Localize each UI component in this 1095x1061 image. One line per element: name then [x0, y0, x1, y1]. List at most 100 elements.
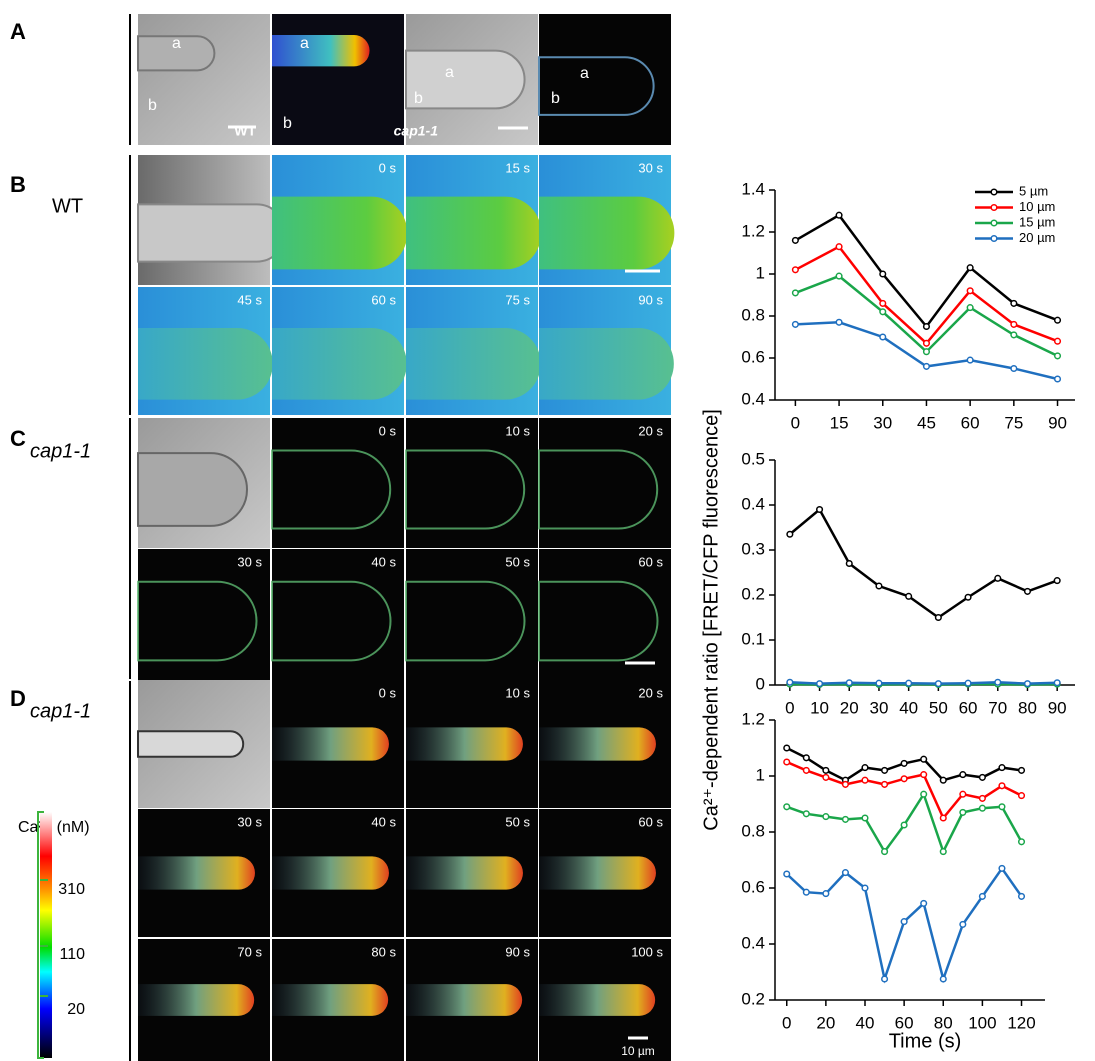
micrograph	[138, 809, 270, 937]
time-label: 40 s	[371, 814, 396, 829]
micrograph	[538, 418, 671, 548]
cell	[137, 203, 287, 263]
data-point	[1010, 364, 1018, 373]
time-label: 0 s	[379, 685, 397, 700]
data-point	[998, 764, 1006, 772]
x-tick-label: 0	[782, 1013, 791, 1032]
x-tick-label: 30	[869, 698, 888, 717]
data-point	[802, 766, 810, 774]
y-tick-label: 0	[756, 674, 765, 693]
time-label: 100 s	[631, 944, 663, 959]
micrograph	[539, 287, 674, 415]
data-point	[1023, 680, 1032, 688]
data-point	[934, 613, 942, 622]
data-point	[998, 782, 1006, 790]
cell	[406, 856, 523, 890]
data-point	[841, 780, 849, 788]
data-point	[835, 211, 843, 219]
time-label: 80 s	[371, 944, 396, 959]
micrograph	[405, 418, 538, 548]
y-tick-label: 0.6	[741, 347, 765, 366]
data-point	[959, 920, 967, 928]
data-point	[875, 582, 883, 590]
region-label: b	[551, 90, 560, 107]
data-point	[1053, 352, 1062, 360]
region-label: a	[580, 65, 589, 82]
colorbar: Ca²⁺ (nM) 310 110 20	[18, 811, 90, 1059]
time-label: 70 s	[237, 944, 262, 959]
data-point	[978, 773, 986, 781]
legend-marker	[990, 203, 998, 212]
cell	[406, 727, 523, 761]
image-bg	[272, 549, 404, 680]
time-label: 50 s	[505, 554, 530, 569]
data-point	[879, 270, 887, 278]
micrograph	[137, 418, 270, 548]
y-tick-label: 0.4	[741, 933, 765, 952]
data-point	[905, 679, 913, 687]
time-label: 20 s	[638, 685, 663, 700]
region-label: a	[172, 35, 181, 52]
genotype: cap1-1	[30, 700, 91, 722]
data-point	[966, 264, 974, 272]
data-point	[1053, 577, 1061, 585]
data-point	[861, 776, 869, 784]
data-point	[861, 814, 869, 822]
colorbar-tick-label: 110	[59, 946, 85, 963]
time-label: 0 s	[379, 160, 397, 175]
x-tick-label: 0	[785, 698, 794, 717]
cell	[271, 449, 392, 530]
micrograph	[272, 939, 404, 1061]
cell	[405, 449, 526, 530]
data-point	[861, 764, 869, 772]
image-bg	[272, 418, 404, 548]
micrograph	[272, 680, 404, 808]
cell	[538, 56, 655, 116]
data-point	[922, 348, 931, 356]
colorbar-tick-label: 310	[58, 881, 85, 898]
data-point	[922, 339, 931, 347]
micrograph	[406, 809, 538, 937]
y-tick-label: 0.2	[741, 584, 765, 603]
micrograph	[539, 155, 675, 285]
series-line	[789, 507, 1058, 620]
x-tick-label: 60	[895, 1013, 914, 1032]
x-tick-label: 10	[810, 698, 829, 717]
data-point	[791, 320, 799, 328]
cell	[272, 196, 408, 270]
data-point	[966, 356, 974, 364]
y-tick-label: 0.3	[741, 539, 765, 558]
data-point	[920, 899, 928, 907]
micrograph	[138, 287, 273, 415]
data-point	[802, 810, 810, 818]
micrograph	[272, 287, 407, 415]
time-label: 45 s	[237, 292, 262, 307]
cell	[137, 730, 245, 758]
micrograph	[538, 549, 671, 680]
data-point	[920, 755, 928, 763]
x-tick-label: 15	[830, 413, 849, 432]
panel-label: B	[10, 172, 26, 197]
micrograph: a b cap1-1	[394, 14, 538, 145]
data-point	[802, 754, 810, 762]
data-point	[845, 559, 853, 568]
legend-label: 15 µm	[1019, 214, 1055, 229]
region-label: b	[283, 115, 292, 132]
micrograph	[539, 939, 671, 1061]
data-point	[994, 678, 1002, 686]
time-label: 30 s	[638, 160, 663, 175]
genotypes: WT cap1-1 cap1-1	[30, 195, 91, 722]
y-tick-label: 0.2	[741, 989, 765, 1008]
data-point	[978, 892, 986, 900]
image-bg	[138, 549, 270, 680]
data-point	[905, 592, 913, 600]
data-point	[939, 776, 947, 784]
data-point	[1053, 679, 1061, 687]
cell	[272, 327, 407, 400]
legend-label: 10 µm	[1019, 199, 1055, 214]
data-point	[1010, 299, 1018, 307]
data-point	[978, 804, 986, 812]
image-bg	[539, 549, 671, 680]
cell	[406, 984, 523, 1016]
cell	[539, 984, 656, 1016]
